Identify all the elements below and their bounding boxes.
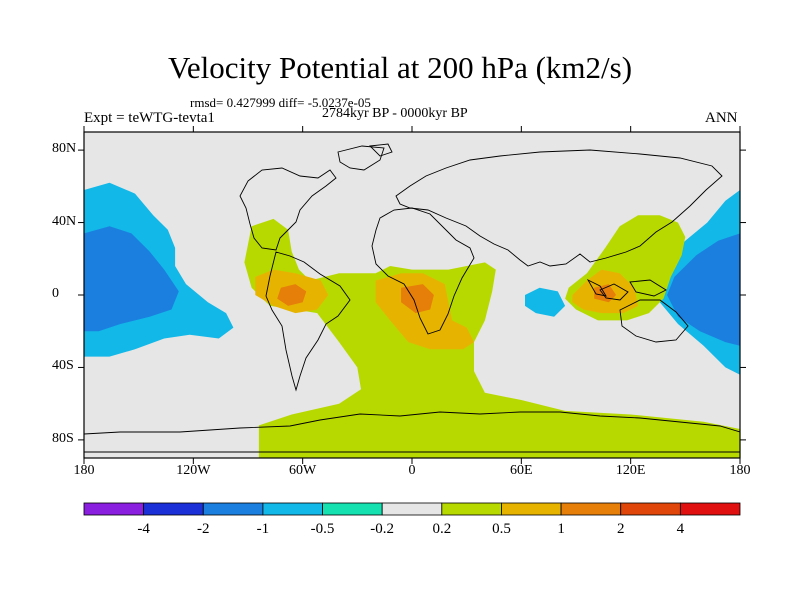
colorbar-tick-label: -1 <box>256 521 270 537</box>
chart-title: Velocity Potential at 200 hPa (km2/s) <box>167 50 633 85</box>
contour-region-3 <box>667 233 740 346</box>
colorbar-tick-label: 4 <box>676 521 685 537</box>
colorbar-swatch <box>679 502 741 516</box>
y-tick-label: 40S <box>52 358 74 374</box>
x-tick-label: 180 <box>729 463 751 478</box>
contour-region-12 <box>594 284 617 303</box>
axis-ticks <box>78 126 746 464</box>
x-tick-label: 60E <box>510 463 533 478</box>
contour-region-4 <box>525 287 566 317</box>
contour-region-11 <box>401 284 434 314</box>
experiment-label: Expt = teWTG-tevta1 <box>84 110 215 126</box>
colorbar-swatch <box>560 502 622 516</box>
colorbar-swatch <box>381 502 443 516</box>
colorbar-swatch <box>83 502 145 516</box>
contour-region-5 <box>244 218 740 458</box>
coastlines <box>84 143 740 453</box>
colorbar-tick-label: 0.2 <box>432 521 452 537</box>
colorbar-swatch <box>143 502 204 516</box>
colorbar-tick-label: -4 <box>137 521 150 537</box>
x-tick-label: 120E <box>615 463 646 478</box>
colorbar-swatch <box>262 502 323 516</box>
colorbar-swatch <box>441 502 502 516</box>
contour-region-8 <box>375 273 474 350</box>
colorbar-tick-label: 2 <box>616 521 625 537</box>
period-label: 2784kyr BP - 0000kyr BP <box>322 106 468 121</box>
colorbar-swatch <box>202 502 264 516</box>
colorbar <box>83 502 741 516</box>
colorbar-tick-label: -0.5 <box>310 521 335 537</box>
x-tick-label: 60W <box>289 463 317 478</box>
colorbar-swatch <box>501 502 562 516</box>
y-tick-label: 80S <box>52 430 74 446</box>
contour-region-1 <box>84 226 179 332</box>
colorbar-tick-label: -0.2 <box>370 521 395 537</box>
x-tick-label: 180 <box>73 463 95 478</box>
colorbar-tick-label: -2 <box>197 521 210 537</box>
x-tick-label: 120W <box>176 463 211 478</box>
season-label: ANN <box>705 110 738 126</box>
rmsd-diff-stats: rmsd= 0.427999 diff= -5.0237e-05 <box>190 95 371 110</box>
contour-fills <box>84 182 740 458</box>
colorbar-swatch <box>620 502 681 516</box>
colorbar-tick-label: 1 <box>557 521 565 537</box>
y-tick-label: 40N <box>52 213 77 229</box>
y-tick-label: 0 <box>52 286 59 301</box>
colorbar-swatch <box>322 502 383 516</box>
contour-region-10 <box>277 284 307 306</box>
colorbar-tick-label: 0.5 <box>492 521 511 537</box>
x-tick-label: 0 <box>408 463 416 478</box>
y-tick-label: 80N <box>52 141 77 157</box>
